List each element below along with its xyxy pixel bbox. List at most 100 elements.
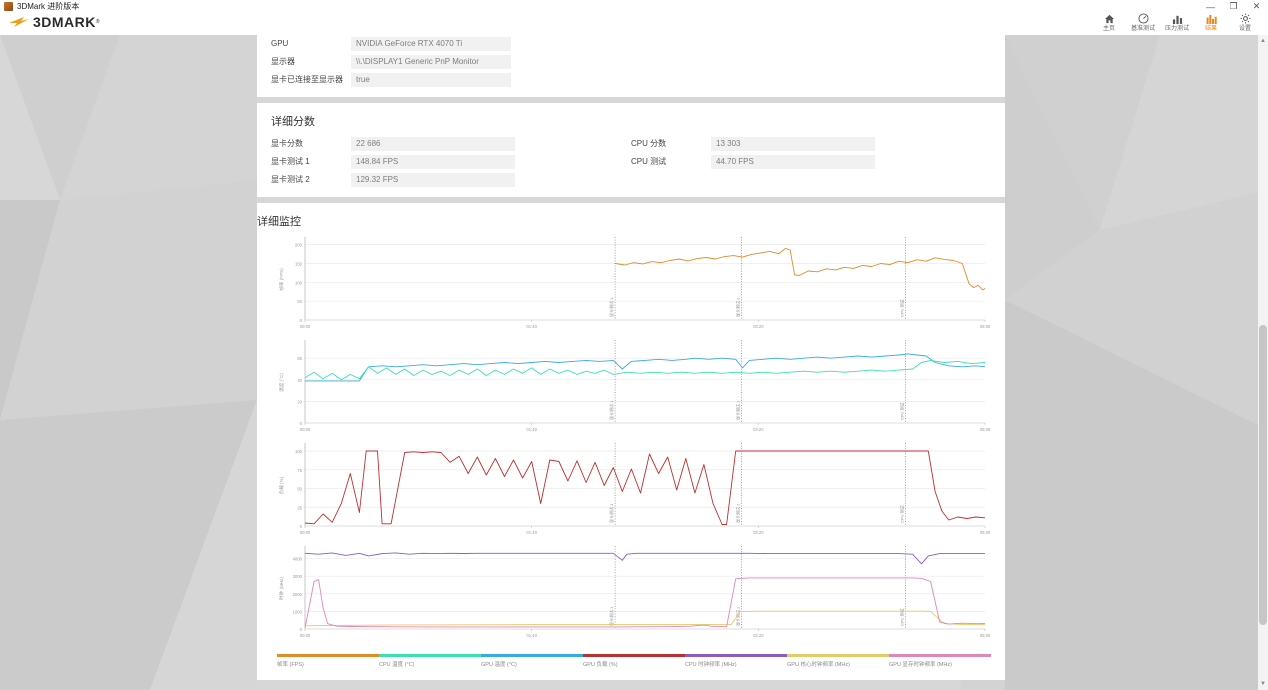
y-tick-label: 100 <box>295 449 303 454</box>
y-axis-label: 温度 (°C) <box>278 373 285 392</box>
legend-item[interactable]: CPU 温度 (°C) <box>379 654 481 668</box>
nav-item-home[interactable]: 主页 <box>1092 3 1126 33</box>
test-marker-label: 显卡测试 2 <box>735 503 741 523</box>
series-line <box>304 552 985 565</box>
series-line <box>304 610 985 627</box>
legend-color-swatch <box>481 654 583 657</box>
monitoring-title: 详细监控 <box>257 216 301 228</box>
info-label-monitor: 显示器 <box>271 57 295 66</box>
info-value-monitor: \\.\DISPLAY1 Generic PnP Monitor <box>351 54 511 69</box>
scroll-down-arrow[interactable]: ▼ <box>1260 681 1266 687</box>
scroll-thumb[interactable] <box>1259 325 1267 625</box>
nav-item-benchmarks[interactable]: 基准测试 <box>1126 3 1160 33</box>
nav-item-stress-test[interactable]: 压力测试 <box>1160 3 1194 33</box>
score-value-gpu-test-1: 148.84 FPS <box>351 154 515 169</box>
legend-color-swatch <box>379 654 481 657</box>
x-tick-label: 05:00 <box>980 633 991 638</box>
y-tick-label: 25 <box>297 505 302 510</box>
legend-item[interactable]: GPU 负载 (%) <box>583 654 685 668</box>
series-line <box>305 353 986 382</box>
nav-label-stress-test: 压力测试 <box>1164 26 1189 32</box>
x-tick-label: 00:00 <box>300 530 311 535</box>
x-tick-label: 03:20 <box>753 633 764 638</box>
y-tick-label: 0 <box>300 627 303 632</box>
x-tick-label: 01:40 <box>526 530 537 535</box>
minimize-button[interactable]: — <box>1206 1 1215 12</box>
temperature-chart: 0 20 40 60 温度 (°C) 00:00 01:40 03:20 05:00 显卡测试 1… <box>278 340 991 432</box>
x-tick-label: 00:00 <box>300 427 311 432</box>
main-nav[interactable]: 主页 基准测试 压力测试 结果 设置 <box>1092 3 1262 33</box>
legend-item[interactable]: GPU 核心时钟频率 (MHz) <box>787 654 889 668</box>
test-marker-label: CPU 测试 <box>898 402 904 420</box>
test-marker-label: 显卡测试 1 <box>608 400 614 420</box>
score-label-gpu-test-1: 显卡测试 1 <box>271 157 310 166</box>
close-button[interactable]: ✕ <box>1252 1 1261 11</box>
gauge-icon <box>1137 13 1149 24</box>
score-row: 显卡测试 2 129.32 FPS <box>271 171 631 188</box>
legend-item[interactable]: GPU 显存时钟频率 (MHz) <box>889 654 991 668</box>
maximize-button[interactable]: ❐ <box>1229 1 1238 11</box>
window-title: 3DMark 进阶版本 <box>17 2 80 11</box>
legend-color-swatch <box>685 654 787 657</box>
score-row: 显卡分数 22 686 <box>271 135 631 152</box>
score-row: 显卡测试 1 148.84 FPS <box>271 153 631 170</box>
detailed-scores-card: 详细分数 显卡分数 22 686 显卡测试 1 148.84 FPS 显卡测试 … <box>257 103 1005 197</box>
y-tick-label: 0 <box>300 318 303 323</box>
bar-chart-icon <box>1172 13 1183 24</box>
page-scrollbar[interactable]: ▲ ▼ <box>1258 35 1268 690</box>
app-header: 3DMARK ® 主页 基准测试 压力测试 结果 <box>0 13 1268 35</box>
x-tick-label: 00:00 <box>300 633 311 638</box>
series-line <box>304 450 986 525</box>
x-tick-label: 00:00 <box>300 324 311 329</box>
score-label-cpu-score: CPU 分数 <box>631 139 667 148</box>
system-info-card: GPU NVIDIA GeForce RTX 4070 Ti 显示器 \\.\D… <box>257 35 1005 97</box>
x-tick-label: 01:40 <box>526 324 537 329</box>
score-value-gpu-test-2: 129.32 FPS <box>351 172 515 187</box>
x-tick-label: 05:00 <box>980 427 991 432</box>
3dmark-swoosh-icon <box>8 14 30 30</box>
legend-label: GPU 显存时钟频率 (MHz) <box>889 662 952 668</box>
monitoring-charts: 0 50 100 150 200 帧率 (FPS) 00:00 01:40 03:20 05:00… <box>257 235 1005 680</box>
series-line <box>304 359 986 381</box>
monitoring-card: 详细监控 0 50 100 150 200 帧率 (FPS) 00:00 01:40 03:20… <box>257 203 1005 680</box>
detailed-scores-title: 详细分数 <box>271 116 315 128</box>
x-tick-label: 01:40 <box>526 633 537 638</box>
brand-name: 3DMARK <box>33 14 96 30</box>
y-tick-label: 20 <box>297 399 302 404</box>
app-icon <box>4 2 13 11</box>
gpu-load-chart: 0 25 50 75 100 负载 (%) 00:00 01:40 03:20 05:00 显卡测试… <box>278 443 991 535</box>
scroll-up-arrow[interactable]: ▲ <box>1260 38 1266 44</box>
y-tick-label: 200 <box>295 243 303 248</box>
test-marker-label: CPU 测试 <box>898 299 904 317</box>
y-tick-label: 0 <box>300 524 303 529</box>
info-value-gpu: NVIDIA GeForce RTX 4070 Ti <box>351 36 511 51</box>
legend-color-swatch <box>889 654 991 657</box>
y-tick-label: 60 <box>297 356 302 361</box>
score-label-cpu-test: CPU 测试 <box>631 157 667 166</box>
nav-label-results: 结果 <box>1204 26 1217 32</box>
legend-label: GPU 负载 (%) <box>583 662 618 668</box>
y-tick-label: 3000 <box>293 574 303 579</box>
nav-item-results[interactable]: 结果 <box>1194 3 1228 33</box>
x-tick-label: 01:40 <box>526 427 537 432</box>
legend-label: GPU 温度 (°C) <box>481 662 517 668</box>
chart-legend: 帧率 (FPS) CPU 温度 (°C) GPU 温度 (°C) GPU 负载 (%)… <box>271 654 991 668</box>
results-chart-icon <box>1206 13 1217 24</box>
legend-label: CPU 时钟频率 (MHz) <box>685 662 737 668</box>
window-title-bar: 3DMark 进阶版本 <box>0 0 1268 13</box>
legend-label: CPU 温度 (°C) <box>379 662 415 668</box>
brand-logo: 3DMARK ® <box>8 14 100 30</box>
test-marker-label: CPU 测试 <box>898 505 904 523</box>
legend-item[interactable]: GPU 温度 (°C) <box>481 654 583 668</box>
y-tick-label: 0 <box>300 421 303 426</box>
y-tick-label: 75 <box>297 468 302 473</box>
results-content: GPU NVIDIA GeForce RTX 4070 Ti 显示器 \\.\D… <box>257 35 1005 690</box>
window-controls[interactable]: — ❐ ✕ <box>1199 0 1268 13</box>
legend-color-swatch <box>277 654 379 657</box>
score-value-gpu-score: 22 686 <box>351 136 515 151</box>
nav-item-settings[interactable]: 设置 <box>1228 3 1262 33</box>
legend-item[interactable]: 帧率 (FPS) <box>277 654 379 668</box>
info-row: 显示器 \\.\DISPLAY1 Generic PnP Monitor <box>271 53 991 70</box>
legend-item[interactable]: CPU 时钟频率 (MHz) <box>685 654 787 668</box>
